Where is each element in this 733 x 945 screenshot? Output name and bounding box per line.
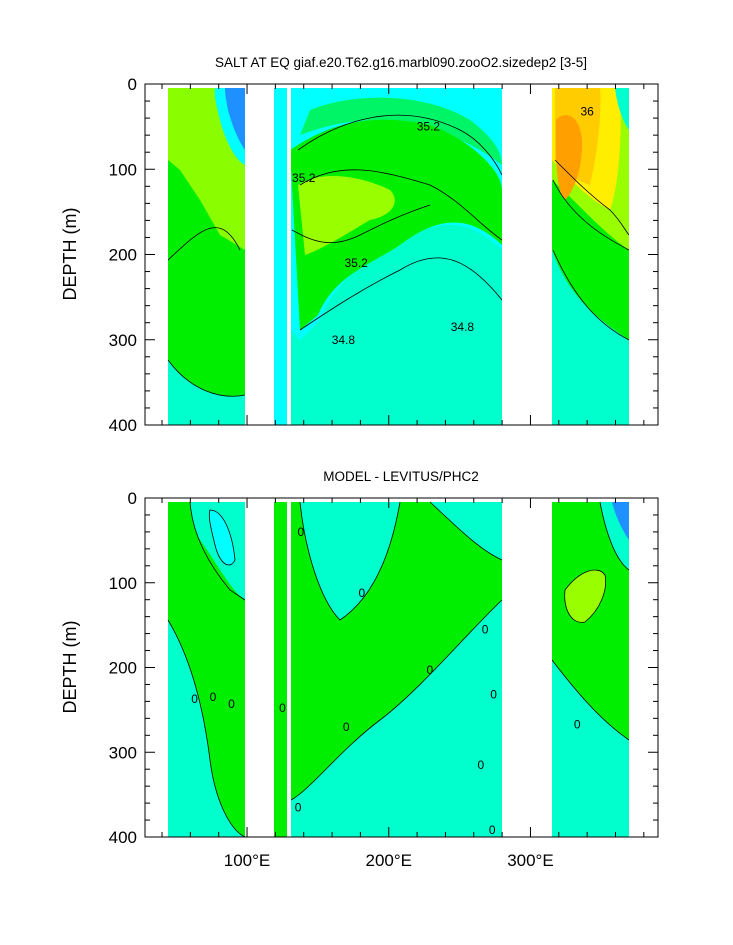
bottom-ytick-label: 200 (109, 659, 137, 678)
top-fill-central-max (298, 175, 395, 255)
bottom-contour-label: 0 (358, 586, 365, 600)
top-contour-line (291, 204, 431, 243)
bottom-contour-label: 0 (295, 800, 302, 814)
bottom-contour-line (290, 599, 503, 801)
bottom-fill-central-deep (291, 600, 502, 837)
bottom-fill-central-east-shallow (430, 502, 502, 560)
top-axes: 0 100 200 300 400 (109, 75, 658, 435)
bottom-contour-line (564, 569, 607, 623)
bottom-contour-label: 0 (228, 697, 235, 711)
top-contour-line (552, 179, 630, 251)
bottom-contour-fills (168, 502, 629, 837)
bottom-contour-label: 0 (482, 622, 489, 636)
bottom-xtick-label: 300°E (507, 851, 554, 870)
bottom-contour-label: 0 (490, 688, 497, 702)
bottom-ytick-label: 100 (109, 574, 137, 593)
top-fill-east-coast (615, 88, 629, 130)
top-land-mask-1 (245, 85, 274, 425)
top-contour-label: 34.8 (451, 320, 475, 334)
top-contour-label: 36 (580, 104, 594, 118)
top-panel: SALT AT EQ giaf.e20.T62.g16.marbl090.zoo… (60, 55, 659, 435)
bottom-ytick-label: 0 (128, 489, 137, 508)
top-fill-central-upper (300, 97, 502, 165)
top-contour-line (299, 169, 503, 241)
top-contour-line (299, 257, 503, 331)
top-ytick-label: 400 (109, 416, 137, 435)
top-fill-west-deep (168, 360, 245, 425)
bottom-contour-label: 0 (210, 690, 217, 704)
top-contour-label: 35.2 (292, 171, 316, 185)
top-contour-lines (167, 114, 630, 397)
top-contour-label: 34.8 (332, 333, 356, 347)
top-fill-small-basin (274, 88, 287, 425)
top-land-mask-3 (502, 85, 552, 425)
top-fill-east-max (555, 115, 583, 200)
top-ytick-label: 0 (128, 75, 137, 94)
top-fill-central-saline-core (290, 119, 502, 330)
bottom-land-mask-1 (245, 499, 274, 837)
bottom-contour-label: 0 (426, 663, 433, 677)
bottom-contour-line (429, 501, 503, 561)
top-land-mask-2 (287, 85, 291, 425)
bottom-panel-title: MODEL - LEVITUS/PHC2 (323, 469, 479, 484)
top-contour-line (297, 114, 503, 176)
bottom-fill-east-upper (552, 502, 629, 740)
bottom-land-mask-2 (287, 499, 291, 837)
bottom-contour-label: 0 (298, 525, 305, 539)
bottom-panel: MODEL - LEVITUS/PHC2 (60, 469, 659, 870)
bottom-contour-line (208, 509, 236, 566)
top-ytick-label: 300 (109, 331, 137, 350)
bottom-contour-line (167, 619, 246, 837)
top-contour-label: 35.2 (417, 120, 441, 134)
top-contour-line (167, 227, 241, 261)
top-ytick-label: 100 (109, 160, 137, 179)
top-contour-line (554, 159, 630, 236)
bottom-ytick-label: 300 (109, 743, 137, 762)
bottom-contour-line (599, 501, 630, 571)
bottom-land-mask (245, 499, 552, 837)
top-contour-line (167, 359, 246, 397)
top-panel-title: SALT AT EQ giaf.e20.T62.g16.marbl090.zoo… (215, 55, 587, 70)
top-contour-fills (168, 88, 629, 425)
bottom-contour-line (551, 659, 630, 741)
top-contour-line (552, 249, 630, 341)
bottom-ytick-label: 400 (109, 828, 137, 847)
top-ytick-label: 200 (109, 246, 137, 265)
bottom-contour-line (299, 501, 401, 621)
bottom-xtick-label: 100°E (224, 851, 271, 870)
bottom-contour-label: 0 (191, 692, 198, 706)
bottom-xtick-label: 200°E (365, 851, 412, 870)
top-fill-west-freshest (225, 88, 245, 150)
bottom-ylabel: DEPTH (m) (60, 621, 80, 714)
bottom-contour-label: 0 (489, 823, 496, 837)
bottom-fill-central-west-shallow (300, 502, 400, 620)
top-contour-labels: 35.2 35.2 35.2 34.8 34.8 36 (292, 104, 594, 346)
bottom-contour-label: 0 (478, 758, 485, 772)
bottom-fill-small-basin (274, 502, 287, 837)
bottom-contour-label: 0 (279, 701, 286, 715)
bottom-fill-east-max (564, 570, 606, 623)
bottom-contour-label: 0 (574, 717, 581, 731)
bottom-contour-line (189, 501, 246, 601)
top-ylabel: DEPTH (m) (60, 208, 80, 301)
bottom-fill-west-deep (168, 620, 245, 837)
bottom-axes: 0 100 200 300 400 100°E 200°E 300°E (109, 489, 658, 870)
bottom-contour-lines (167, 501, 630, 837)
bottom-land-mask-3 (502, 499, 552, 837)
bottom-contour-label: 0 (343, 720, 350, 734)
bottom-fill-east-coast-fresh (612, 502, 629, 540)
top-contour-label: 35.2 (344, 256, 368, 270)
bottom-fill-west-fresh (209, 510, 235, 565)
top-land-mask (245, 85, 552, 425)
